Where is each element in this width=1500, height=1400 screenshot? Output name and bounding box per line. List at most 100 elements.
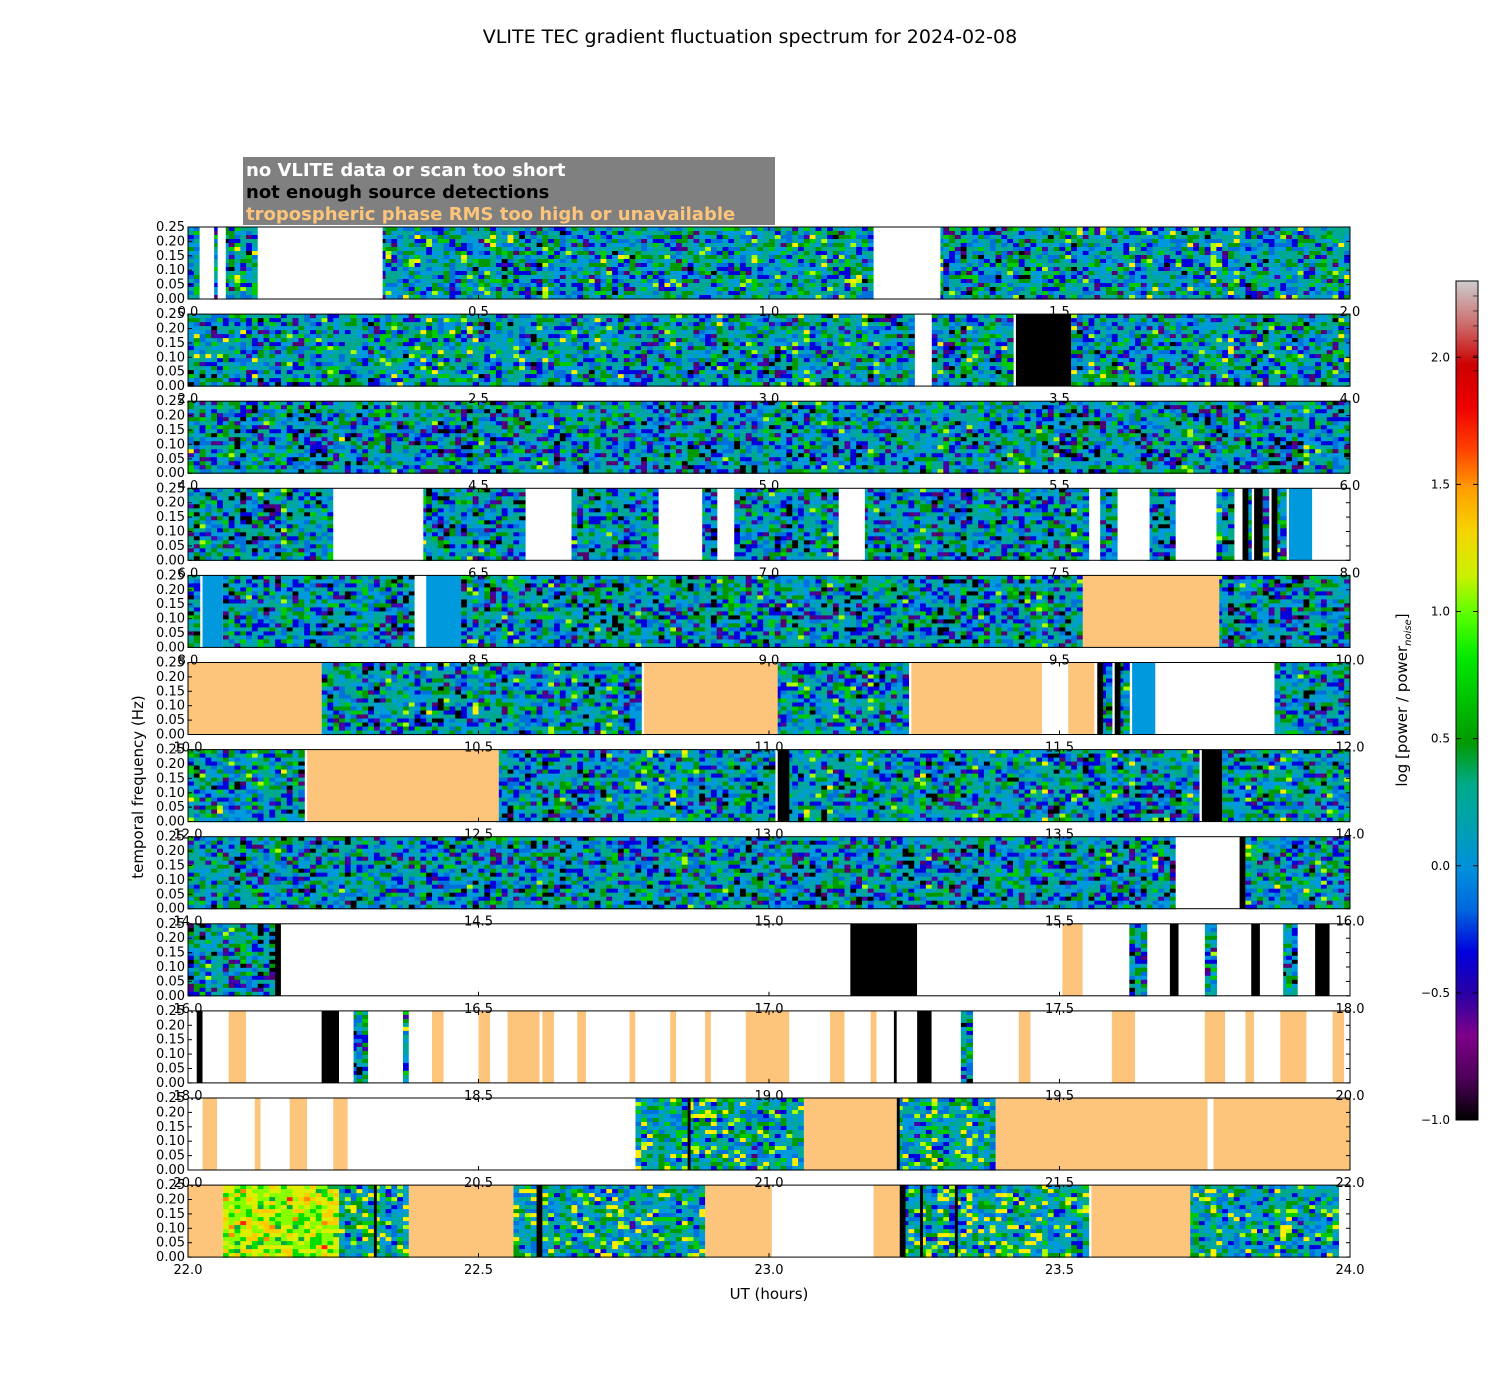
- heatmap-cell: [455, 354, 462, 359]
- heatmap-cell: [1047, 255, 1055, 260]
- heatmap-cell: [251, 330, 259, 335]
- heatmap-cell: [983, 231, 991, 236]
- heatmap-cell: [432, 346, 439, 351]
- heatmap-cell: [1344, 247, 1350, 252]
- heatmap-cell: [1152, 267, 1159, 272]
- heatmap-cell: [327, 370, 334, 375]
- heatmap-cell: [478, 350, 485, 355]
- heatmap-cell: [1140, 247, 1148, 252]
- heatmap-cell: [461, 243, 468, 248]
- heatmap-cell: [728, 362, 735, 367]
- heatmap-cell: [699, 366, 706, 371]
- heatmap-cell: [1268, 283, 1276, 288]
- heatmap-cell: [1076, 247, 1084, 252]
- heatmap-cell: [612, 291, 619, 296]
- heatmap-cell: [530, 243, 538, 248]
- heatmap-cell: [577, 354, 584, 359]
- heatmap-cell: [1193, 291, 1200, 296]
- heatmap-cell: [1047, 251, 1055, 256]
- heatmap-cell: [542, 255, 549, 260]
- heatmap-cell: [397, 279, 404, 284]
- heatmap-cell: [629, 342, 636, 347]
- heatmap-cell: [217, 354, 224, 359]
- heatmap-cell: [1320, 275, 1328, 280]
- heatmap-cell: [751, 279, 758, 284]
- heatmap-cell: [1204, 231, 1212, 236]
- heatmap-cell: [1315, 275, 1322, 280]
- heatmap-cell: [745, 382, 753, 387]
- heatmap-cell: [228, 342, 236, 347]
- heatmap-cell: [263, 370, 270, 375]
- heatmap-cell: [1338, 227, 1345, 232]
- heatmap-cell: [449, 350, 456, 355]
- heatmap-cell: [443, 259, 451, 264]
- heatmap-cell: [257, 322, 265, 327]
- heatmap-cell: [676, 346, 683, 351]
- heatmap-cell: [646, 251, 654, 256]
- heatmap-cell: [461, 267, 468, 272]
- heatmap-cell: [989, 279, 997, 284]
- heatmap-cell: [1001, 247, 1008, 252]
- heatmap-cell: [501, 295, 509, 300]
- heatmap-cell: [710, 338, 718, 343]
- heatmap-cell: [641, 247, 648, 252]
- heatmap-cell: [966, 251, 973, 256]
- heatmap-cell: [1088, 239, 1095, 244]
- heatmap-cell: [664, 358, 671, 363]
- heatmap-cell: [391, 247, 398, 252]
- heatmap-cell: [437, 271, 445, 276]
- heatmap-cell: [687, 295, 695, 300]
- heatmap-cell: [809, 235, 817, 240]
- heatmap-cell: [664, 255, 671, 260]
- heatmap-cell: [368, 334, 375, 339]
- heatmap-cell: [861, 247, 869, 252]
- heatmap-cell: [1320, 295, 1328, 300]
- heatmap-cell: [1251, 291, 1258, 296]
- heatmap-cell: [478, 342, 485, 347]
- heatmap-cell: [1094, 235, 1101, 240]
- heatmap-cell: [391, 362, 398, 367]
- heatmap-cell: [461, 271, 468, 276]
- heatmap-cell: [246, 314, 253, 319]
- heatmap-cell: [211, 291, 218, 296]
- heatmap-cell: [594, 314, 602, 319]
- heatmap-cell: [513, 326, 520, 331]
- heatmap-cell: [1303, 295, 1310, 300]
- heatmap-cell: [571, 227, 578, 232]
- heatmap-cell: [385, 235, 392, 240]
- heatmap-cell: [263, 366, 270, 371]
- heatmap-cell: [1239, 259, 1247, 264]
- heatmap-cell: [745, 287, 753, 292]
- heatmap-cell: [344, 334, 352, 339]
- heatmap-cell: [461, 330, 468, 335]
- heatmap-cell: [478, 239, 485, 244]
- heatmap-cell: [559, 346, 567, 351]
- heatmap-cell: [513, 239, 520, 244]
- heatmap-cell: [716, 362, 724, 367]
- heatmap-cell: [1193, 247, 1200, 252]
- heatmap-cell: [809, 378, 817, 383]
- heatmap-cell: [443, 382, 451, 387]
- heatmap-cell: [734, 239, 741, 244]
- heatmap-cell: [600, 354, 607, 359]
- heatmap-cell: [269, 370, 276, 375]
- heatmap-cell: [1111, 279, 1119, 284]
- heatmap-cell: [188, 271, 195, 276]
- heatmap-cell: [670, 334, 677, 339]
- heatmap-cell: [1117, 243, 1125, 248]
- heatmap-cell: [240, 275, 247, 280]
- heatmap-cell: [536, 378, 544, 383]
- heatmap-cell: [559, 275, 567, 280]
- heatmap-cell: [536, 291, 544, 296]
- heatmap-cell: [978, 295, 985, 300]
- heatmap-cell: [217, 362, 224, 367]
- heatmap-cell: [803, 350, 811, 355]
- heatmap-cell: [1262, 227, 1270, 232]
- heatmap-cell: [234, 342, 241, 347]
- heatmap-cell: [972, 291, 979, 296]
- heatmap-cell: [466, 366, 474, 371]
- heatmap-cell: [449, 378, 456, 383]
- heatmap-cell: [234, 235, 241, 240]
- heatmap-cell: [606, 235, 613, 240]
- heatmap-cell: [699, 295, 706, 300]
